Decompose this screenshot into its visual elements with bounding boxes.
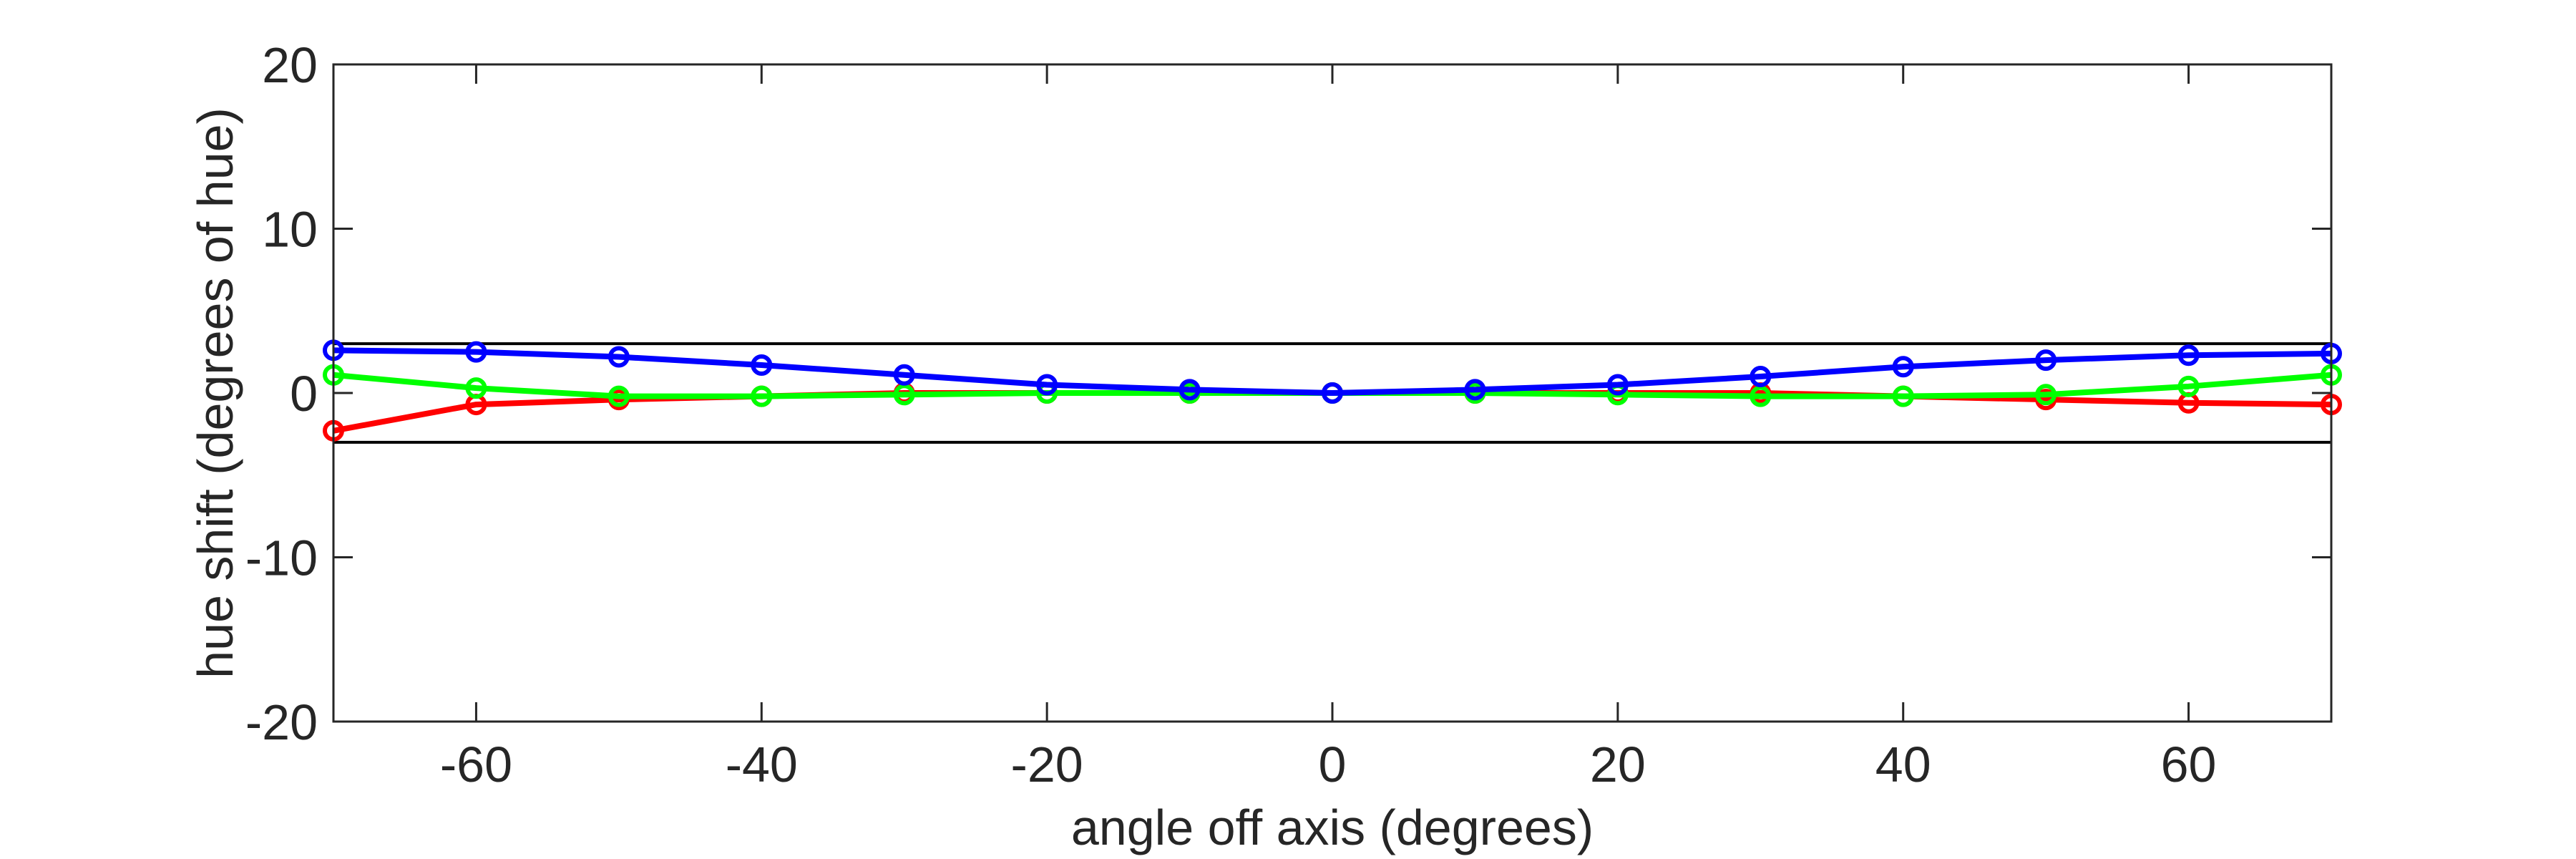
series-marker: [751, 385, 773, 407]
y-tick-label: 10: [262, 202, 318, 258]
series-marker: [1892, 385, 1914, 407]
series-marker: [1322, 382, 1343, 404]
series-marker: [1606, 374, 1629, 396]
series-marker: [1036, 374, 1058, 396]
series-marker: [1464, 379, 1486, 401]
y-tick-label: -10: [245, 530, 318, 586]
x-tick-label: 40: [1875, 737, 1931, 792]
series-marker: [2035, 349, 2057, 372]
x-tick-label: -20: [1011, 737, 1083, 792]
series-marker: [2035, 384, 2057, 406]
y-axis-label: hue shift (degrees of hue): [187, 107, 243, 679]
x-tick-label: -60: [440, 737, 512, 792]
series-marker: [465, 377, 487, 399]
series-marker: [1892, 356, 1914, 378]
series-marker: [751, 354, 773, 376]
x-tick-label: 20: [1590, 737, 1646, 792]
series-marker: [608, 346, 630, 368]
series-marker: [1750, 385, 1772, 407]
series-marker: [2177, 344, 2200, 367]
series-marker: [893, 384, 915, 406]
y-tick-label: -20: [245, 694, 318, 750]
series-marker: [893, 364, 915, 386]
x-tick-label: -40: [726, 737, 798, 792]
y-tick-label: 0: [290, 366, 318, 422]
series-marker: [1179, 379, 1201, 401]
y-tick-label: 20: [262, 37, 318, 93]
x-axis-label: angle off axis (degrees): [1071, 800, 1594, 855]
x-tick-label: 60: [2161, 737, 2217, 792]
series-marker: [465, 341, 487, 363]
series-marker: [1750, 366, 1772, 388]
series-marker: [2177, 375, 2200, 397]
x-tick-label: 0: [1319, 737, 1347, 792]
series-marker: [608, 385, 630, 407]
series-line: [333, 347, 2332, 396]
plot-frame: [332, 63, 2333, 723]
